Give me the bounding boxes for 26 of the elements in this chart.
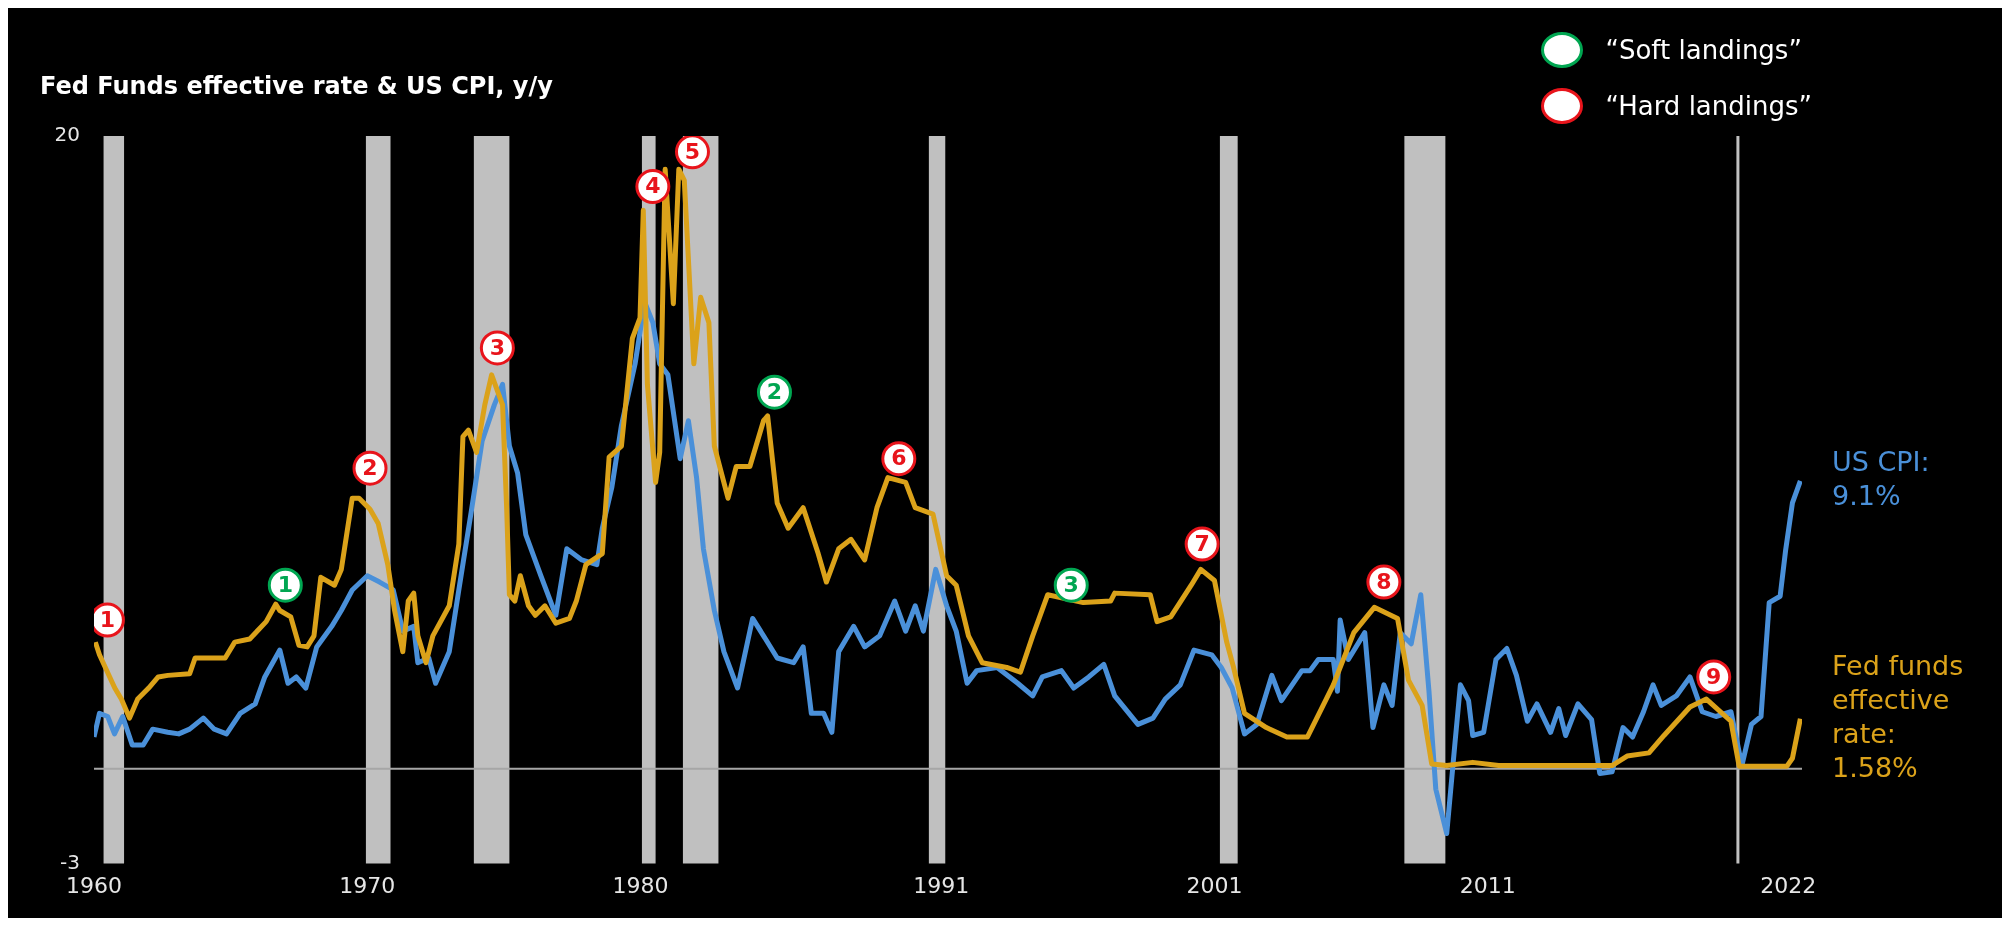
annotation: 6 [891, 445, 907, 471]
x-tick-label: 2011 [1459, 872, 1516, 898]
annotation: 1 [99, 606, 116, 632]
annotation: 3 [489, 334, 506, 360]
legend-label: “Soft landings” [1605, 35, 1802, 65]
annotation: 9 [1706, 663, 1722, 689]
annotation: 8 [1376, 568, 1392, 594]
x-tick-label: 1991 [913, 872, 970, 898]
x-tick-label: 2001 [1186, 872, 1243, 898]
y-tick-label: -3 [60, 849, 80, 874]
x-tick-label: 1960 [66, 872, 122, 898]
annotation: 2 [766, 378, 783, 404]
series-label: US CPI: 9.1% [1832, 445, 1930, 511]
x-tick-label: 1980 [612, 872, 669, 898]
x-tick-label: 1970 [339, 872, 396, 898]
annotation: 5 [684, 138, 701, 164]
x-tick-label: 2022 [1760, 872, 1817, 898]
y-tick-label: 20 [54, 122, 80, 147]
annotation: 3 [1063, 571, 1079, 597]
legend-label: “Hard landings” [1605, 91, 1812, 121]
chart-title: Fed Funds effective rate & US CPI, y/y [40, 72, 554, 100]
series-label: Fed funds effective rate: 1.58% [1832, 649, 1964, 783]
annotation: 2 [362, 454, 378, 480]
annotation: 7 [1194, 530, 1210, 556]
annotation: 1 [277, 571, 293, 597]
annotation: 4 [645, 173, 661, 199]
